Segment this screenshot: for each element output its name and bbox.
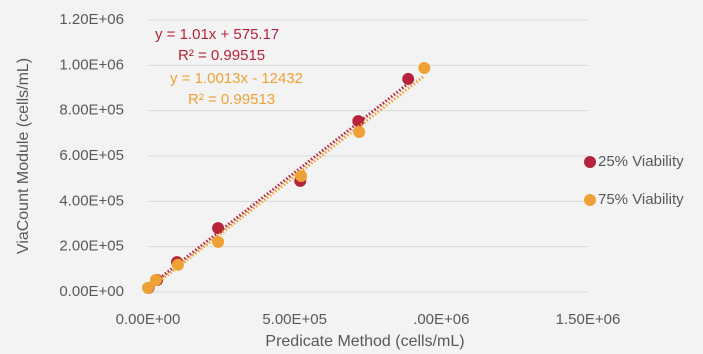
point [418, 62, 431, 75]
x-tick-label: 0.00E+00 [116, 311, 181, 328]
y-tick-label: 1.00E+06 [59, 56, 124, 73]
point [353, 125, 366, 138]
trendline-equation: y = 1.01x + 575.17 [155, 26, 279, 43]
x-tick-label: 1.50E+06 [556, 311, 621, 328]
trendline-equation: y = 1.0013x - 12432 [170, 70, 303, 87]
trendline-r2: R² = 0.99515 [178, 47, 265, 64]
y-tick-label: 1.20E+06 [59, 11, 124, 28]
y-tick-label: 6.00E+05 [59, 147, 124, 164]
point [402, 72, 415, 85]
x-tick-label: 5.00E+05 [262, 311, 327, 328]
x-tick-label: .00E+06 [413, 311, 469, 328]
point [212, 235, 225, 248]
point [171, 258, 184, 271]
y-tick-label: 4.00E+05 [59, 192, 124, 209]
point [212, 222, 225, 235]
point [149, 273, 162, 286]
trendline [147, 82, 410, 289]
y-tick-label: 8.00E+05 [59, 102, 124, 119]
y-axis-label: ViaCount Module (cells/mL) [15, 58, 32, 254]
x-axis-label: Predicate Method (cells/mL) [265, 333, 464, 350]
legend-label: 75% Viability [598, 191, 684, 208]
trendline-r2: R² = 0.99513 [188, 91, 275, 108]
y-tick-label: 0.00E+00 [59, 283, 124, 300]
legend-marker [584, 156, 596, 168]
trendline [147, 74, 426, 292]
legend-marker [584, 194, 596, 206]
legend-label: 25% Viability [598, 153, 684, 170]
y-tick-label: 2.00E+05 [59, 238, 124, 255]
point [142, 281, 154, 294]
point [295, 169, 308, 182]
